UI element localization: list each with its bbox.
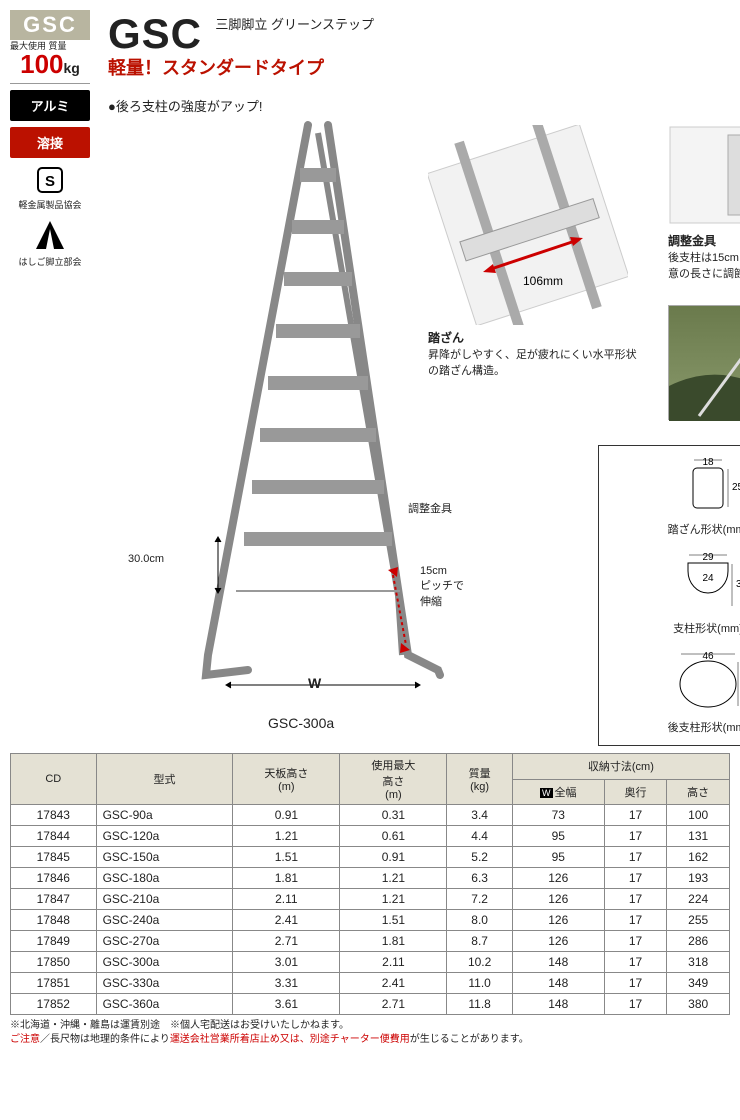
detail-step: 106mm 踏ざん 昇降がしやすく、足が疲れにくい水平形状の踏ざん構造。: [428, 125, 638, 378]
th-h2: 使用最大 高さ (m): [340, 754, 447, 805]
table-row: 17849GSC-270a2.711.818.712617286: [11, 931, 730, 952]
th-storage: 収納寸法(cm): [512, 754, 729, 780]
th-cd: CD: [11, 754, 97, 805]
badge-material: アルミ: [10, 90, 90, 121]
detail-fitting: 調整金具 後支柱は15cmピッチで簡単に任意の長さに調節できます。: [668, 125, 740, 281]
cert-sg: S 軽金属製品協会: [10, 166, 90, 211]
model-label: GSC-300a: [268, 715, 334, 731]
ann-adjust: 調整金具: [408, 500, 452, 516]
table-row: 17852GSC-360a3.612.7111.814817380: [11, 994, 730, 1015]
th-sw: W全幅: [512, 779, 604, 805]
svg-text:18: 18: [702, 457, 714, 468]
svg-text:25: 25: [732, 482, 740, 493]
svg-text:S: S: [45, 173, 55, 190]
ann-w: W: [308, 675, 321, 691]
ladder-illustration: [188, 115, 448, 705]
table-row: 17847GSC-210a2.111.217.212617224: [11, 889, 730, 910]
svg-text:34: 34: [736, 579, 740, 590]
max-load-unit: kg: [64, 60, 80, 76]
shape-cap-a: 踏ざん形状(mm): [605, 521, 740, 537]
cert-ladder: はしご脚立部会: [10, 219, 90, 268]
shape-cap-b: 支柱形状(mm): [605, 620, 740, 636]
table-row: 17846GSC-180a1.811.216.312617193: [11, 868, 730, 889]
shape-cap-c: 後支柱形状(mm): [605, 719, 740, 735]
ann-step: 30.0cm: [128, 553, 164, 565]
svg-text:29: 29: [702, 552, 714, 563]
cert-label-1: 軽金属製品協会: [18, 200, 81, 210]
ann-pitch: 15cm ピッチで 伸縮: [420, 565, 464, 609]
title-code: GSC: [108, 10, 202, 58]
badge-weld: 溶接: [10, 127, 90, 158]
table-row: 17851GSC-330a3.312.4111.014817349: [11, 973, 730, 994]
th-h1: 天板高さ (m): [233, 754, 340, 805]
shapes-box: 18 25 踏ざん形状(mm) 29 24 34 支柱形状(mm) 46 38.: [598, 445, 740, 746]
spec-table: CD 型式 天板高さ (m) 使用最大 高さ (m) 質量 (kg) 収納寸法(…: [10, 753, 730, 1015]
th-sh: 高さ: [667, 779, 730, 805]
footer-line1: ※北海道・沖縄・離島は運賃別途 ※個人宅配送はお受けいたしかねます。: [10, 1019, 730, 1033]
footer-line2: ご注意／長尺物は地理的条件により運送会社営業所着店止め又は、別途チャーター便費用…: [10, 1033, 730, 1047]
th-sd: 奥行: [604, 779, 667, 805]
table-row: 17843GSC-90a0.910.313.47317100: [11, 805, 730, 826]
max-load: 最大使用 質量 100kg: [10, 40, 90, 84]
title-line2: 軽量！スタンダードタイプ: [108, 54, 730, 80]
series-tag: GSC: [10, 10, 90, 40]
usage-photo: [668, 305, 740, 420]
svg-text:106mm: 106mm: [523, 274, 563, 288]
table-row: 17850GSC-300a3.012.1110.214817318: [11, 952, 730, 973]
detail-step-label: 踏ざん: [428, 329, 638, 346]
table-row: 17848GSC-240a2.411.518.012617255: [11, 910, 730, 931]
cert-label-2: はしご脚立部会: [18, 257, 81, 267]
footer-notes: ※北海道・沖縄・離島は運賃別途 ※個人宅配送はお受けいたしかねます。 ご注意／長…: [10, 1019, 730, 1047]
detail-fitting-text: 後支柱は15cmピッチで簡単に任意の長さに調節できます。: [668, 249, 740, 281]
detail-fitting-label: 調整金具: [668, 232, 740, 249]
th-model: 型式: [96, 754, 233, 805]
table-row: 17844GSC-120a1.210.614.49517131: [11, 826, 730, 847]
svg-text:24: 24: [702, 573, 714, 584]
svg-text:46: 46: [702, 651, 714, 662]
title-note: ●後ろ支柱の強度がアップ!: [108, 96, 730, 115]
detail-step-text: 昇降がしやすく、足が疲れにくい水平形状の踏ざん構造。: [428, 346, 638, 378]
title-line1: 三脚脚立 グリーンステップ: [215, 14, 374, 33]
table-row: 17845GSC-150a1.510.915.29517162: [11, 847, 730, 868]
th-mass: 質量 (kg): [447, 754, 512, 805]
max-load-value: 100: [20, 51, 63, 77]
